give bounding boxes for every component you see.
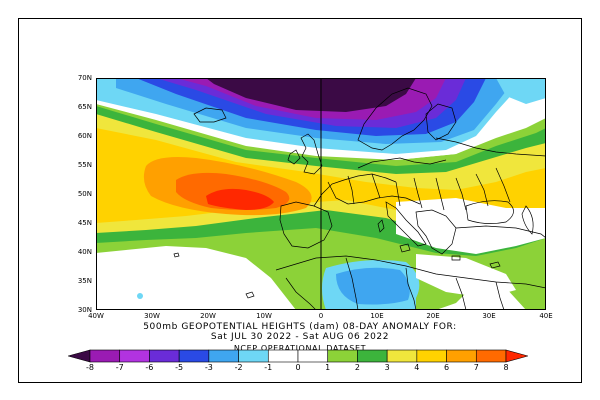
lon-label: 10E [370, 312, 384, 320]
lat-label: 40N [77, 248, 92, 256]
anomaly-region-neg1-blob [137, 293, 143, 299]
colorbar-segment [208, 349, 239, 363]
colorbar-segment [178, 349, 210, 363]
colorbar-label: 3 [384, 363, 390, 372]
lon-label: 40E [539, 312, 553, 320]
anomaly-region-pos8 [206, 188, 274, 210]
colorbar-segment [297, 349, 329, 363]
lat-label: 55N [77, 161, 92, 169]
colorbar-label: -6 [145, 363, 154, 372]
colorbar-segment [89, 349, 121, 363]
coastlines [173, 87, 546, 310]
colorbar-label: 0 [295, 363, 301, 372]
colorbar-segment [68, 349, 91, 363]
colorbar-label: -2 [234, 363, 243, 372]
colorbar-segment [416, 349, 447, 363]
colorbar-label: -5 [175, 363, 184, 372]
colorbar-label: -1 [264, 363, 273, 372]
colorbar-segment [475, 349, 507, 363]
colorbar-label: 1 [325, 363, 331, 372]
lon-label: 30W [144, 312, 160, 320]
lat-label: 30N [77, 306, 92, 314]
colorbar-label: 4 [414, 363, 420, 372]
colorbar-label: 7 [473, 363, 479, 372]
lat-label: 60N [77, 132, 92, 140]
colorbar-segment [505, 349, 528, 363]
colorbar-label: -7 [115, 363, 124, 372]
lat-label: 50N [77, 190, 92, 198]
colorbar-label: -8 [86, 363, 94, 372]
map-title-line2: Sat JUL 30 2022 - Sat AUG 06 2022 [210, 332, 390, 342]
lon-label: 20E [426, 312, 440, 320]
lon-label: 20W [200, 312, 216, 320]
map-border [96, 78, 546, 310]
colorbar-segment [267, 349, 299, 363]
anomaly-region-zero-medit [416, 254, 516, 298]
colorbar [68, 349, 528, 363]
colorbar-segment [149, 349, 180, 363]
lat-label: 45N [77, 219, 92, 227]
map-title-line1: 500mb GEOPOTENTIAL HEIGHTS (dam) 08-DAY … [143, 322, 457, 332]
colorbar-label: 2 [354, 363, 360, 372]
anomaly-region-zero-east [396, 198, 546, 254]
lon-label: 0 [318, 312, 324, 320]
colorbar-segment [119, 349, 150, 363]
colorbar-segment [327, 349, 358, 363]
lon-label: 10W [256, 312, 272, 320]
lon-label: 30E [482, 312, 496, 320]
anomaly-region-neg8 [206, 78, 416, 112]
colorbar-label: 8 [503, 363, 509, 372]
colorbar-label: 6 [444, 363, 450, 372]
anomaly-map-svg [96, 78, 546, 310]
colorbar-segment [357, 349, 388, 363]
lat-label: 35N [77, 277, 92, 285]
dataset-label: NCEP OPERATIONAL DATASET [233, 344, 367, 353]
anomaly-region-neg1-ne [496, 78, 546, 104]
lon-label: 40W [88, 312, 104, 320]
lat-label: 65N [77, 103, 92, 111]
colorbar-label: -3 [204, 363, 213, 372]
anomaly-region-neg2-south [336, 267, 410, 305]
colorbar-segment [446, 349, 477, 363]
colorbar-segment [386, 349, 418, 363]
anomaly-map [96, 78, 546, 310]
colorbar-segment [238, 349, 269, 363]
lat-label: 70N [77, 74, 92, 82]
